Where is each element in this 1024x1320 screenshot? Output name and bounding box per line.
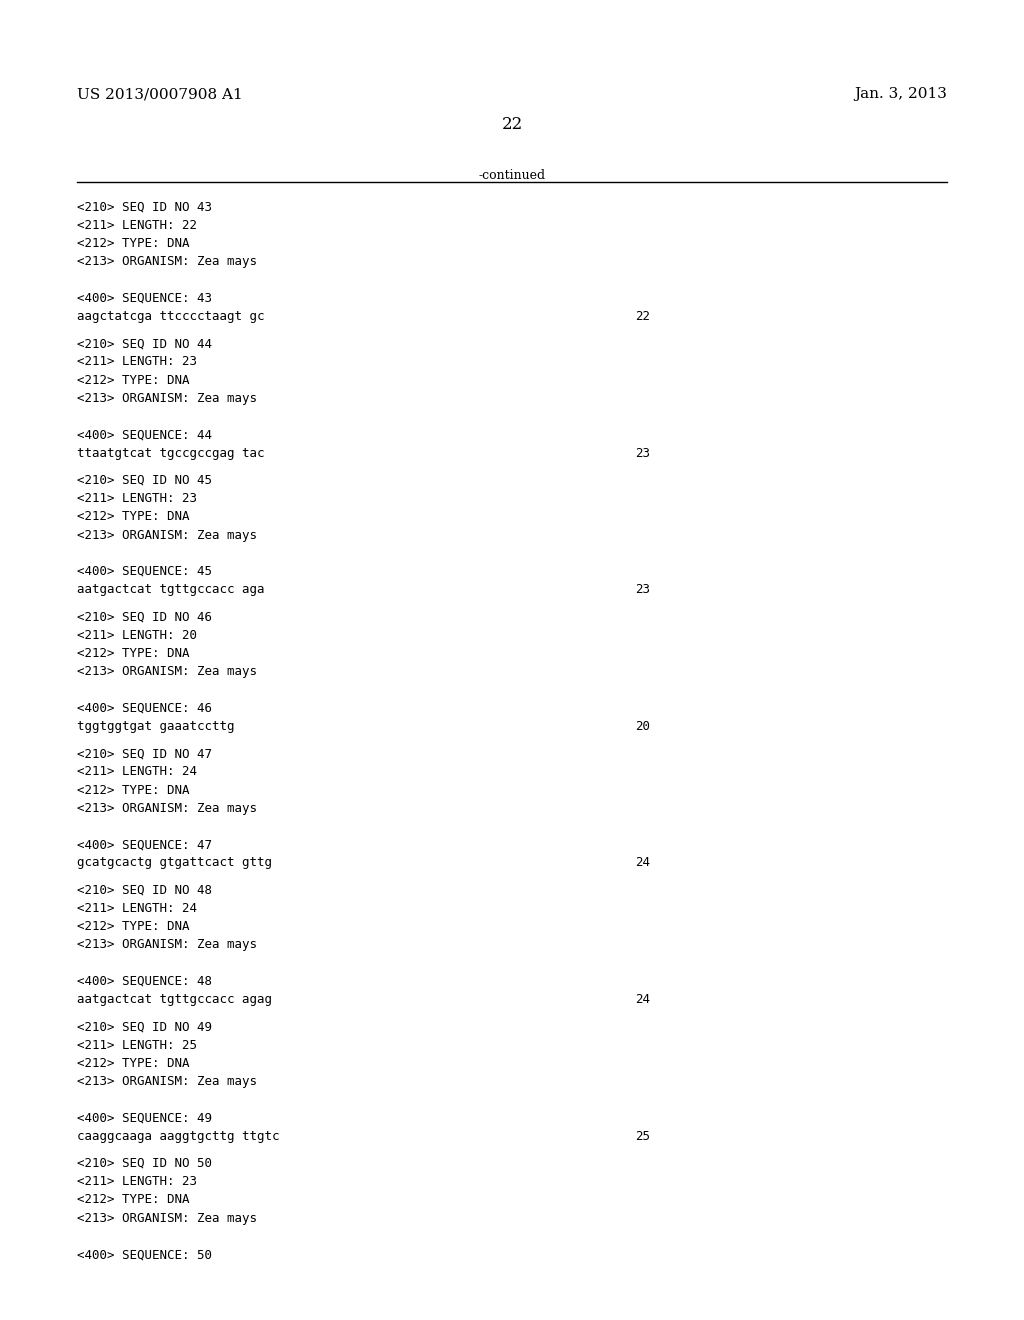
Text: <400> SEQUENCE: 44: <400> SEQUENCE: 44: [77, 429, 212, 441]
Text: <400> SEQUENCE: 48: <400> SEQUENCE: 48: [77, 975, 212, 987]
Text: <210> SEQ ID NO 44: <210> SEQ ID NO 44: [77, 338, 212, 350]
Text: <212> TYPE: DNA: <212> TYPE: DNA: [77, 920, 189, 933]
Text: <212> TYPE: DNA: <212> TYPE: DNA: [77, 374, 189, 387]
Text: <400> SEQUENCE: 49: <400> SEQUENCE: 49: [77, 1111, 212, 1125]
Text: <213> ORGANISM: Zea mays: <213> ORGANISM: Zea mays: [77, 665, 257, 678]
Text: 25: 25: [635, 1130, 650, 1143]
Text: 22: 22: [502, 116, 522, 133]
Text: 24: 24: [635, 857, 650, 870]
Text: <213> ORGANISM: Zea mays: <213> ORGANISM: Zea mays: [77, 528, 257, 541]
Text: <213> ORGANISM: Zea mays: <213> ORGANISM: Zea mays: [77, 392, 257, 405]
Text: aatgactcat tgttgccacc aga: aatgactcat tgttgccacc aga: [77, 583, 264, 597]
Text: <210> SEQ ID NO 49: <210> SEQ ID NO 49: [77, 1020, 212, 1034]
Text: <400> SEQUENCE: 46: <400> SEQUENCE: 46: [77, 702, 212, 714]
Text: <213> ORGANISM: Zea mays: <213> ORGANISM: Zea mays: [77, 1212, 257, 1225]
Text: 22: 22: [635, 310, 650, 323]
Text: <210> SEQ ID NO 48: <210> SEQ ID NO 48: [77, 884, 212, 896]
Text: <210> SEQ ID NO 45: <210> SEQ ID NO 45: [77, 474, 212, 487]
Text: <400> SEQUENCE: 47: <400> SEQUENCE: 47: [77, 838, 212, 851]
Text: <400> SEQUENCE: 50: <400> SEQUENCE: 50: [77, 1249, 212, 1261]
Text: <212> TYPE: DNA: <212> TYPE: DNA: [77, 511, 189, 523]
Text: <211> LENGTH: 23: <211> LENGTH: 23: [77, 1175, 197, 1188]
Text: <211> LENGTH: 25: <211> LENGTH: 25: [77, 1039, 197, 1052]
Text: <211> LENGTH: 23: <211> LENGTH: 23: [77, 492, 197, 506]
Text: Jan. 3, 2013: Jan. 3, 2013: [854, 87, 947, 102]
Text: caaggcaaga aaggtgcttg ttgtc: caaggcaaga aaggtgcttg ttgtc: [77, 1130, 280, 1143]
Text: <212> TYPE: DNA: <212> TYPE: DNA: [77, 784, 189, 796]
Text: <212> TYPE: DNA: <212> TYPE: DNA: [77, 238, 189, 249]
Text: <210> SEQ ID NO 50: <210> SEQ ID NO 50: [77, 1158, 212, 1170]
Text: 24: 24: [635, 993, 650, 1006]
Text: <400> SEQUENCE: 45: <400> SEQUENCE: 45: [77, 565, 212, 578]
Text: <211> LENGTH: 23: <211> LENGTH: 23: [77, 355, 197, 368]
Text: ttaatgtcat tgccgccgag tac: ttaatgtcat tgccgccgag tac: [77, 446, 264, 459]
Text: <400> SEQUENCE: 43: <400> SEQUENCE: 43: [77, 292, 212, 305]
Text: <213> ORGANISM: Zea mays: <213> ORGANISM: Zea mays: [77, 1074, 257, 1088]
Text: <212> TYPE: DNA: <212> TYPE: DNA: [77, 1057, 189, 1069]
Text: 20: 20: [635, 719, 650, 733]
Text: tggtggtgat gaaatccttg: tggtggtgat gaaatccttg: [77, 719, 234, 733]
Text: -continued: -continued: [478, 169, 546, 182]
Text: <211> LENGTH: 20: <211> LENGTH: 20: [77, 628, 197, 642]
Text: <211> LENGTH: 24: <211> LENGTH: 24: [77, 766, 197, 779]
Text: <212> TYPE: DNA: <212> TYPE: DNA: [77, 1193, 189, 1206]
Text: US 2013/0007908 A1: US 2013/0007908 A1: [77, 87, 243, 102]
Text: <210> SEQ ID NO 46: <210> SEQ ID NO 46: [77, 611, 212, 623]
Text: gcatgcactg gtgattcact gttg: gcatgcactg gtgattcact gttg: [77, 857, 271, 870]
Text: <213> ORGANISM: Zea mays: <213> ORGANISM: Zea mays: [77, 801, 257, 814]
Text: <213> ORGANISM: Zea mays: <213> ORGANISM: Zea mays: [77, 255, 257, 268]
Text: <210> SEQ ID NO 43: <210> SEQ ID NO 43: [77, 201, 212, 214]
Text: 23: 23: [635, 446, 650, 459]
Text: 23: 23: [635, 583, 650, 597]
Text: <210> SEQ ID NO 47: <210> SEQ ID NO 47: [77, 747, 212, 760]
Text: <212> TYPE: DNA: <212> TYPE: DNA: [77, 647, 189, 660]
Text: <211> LENGTH: 22: <211> LENGTH: 22: [77, 219, 197, 232]
Text: aagctatcga ttcccctaagt gc: aagctatcga ttcccctaagt gc: [77, 310, 264, 323]
Text: aatgactcat tgttgccacc agag: aatgactcat tgttgccacc agag: [77, 993, 271, 1006]
Text: <211> LENGTH: 24: <211> LENGTH: 24: [77, 902, 197, 915]
Text: <213> ORGANISM: Zea mays: <213> ORGANISM: Zea mays: [77, 939, 257, 952]
